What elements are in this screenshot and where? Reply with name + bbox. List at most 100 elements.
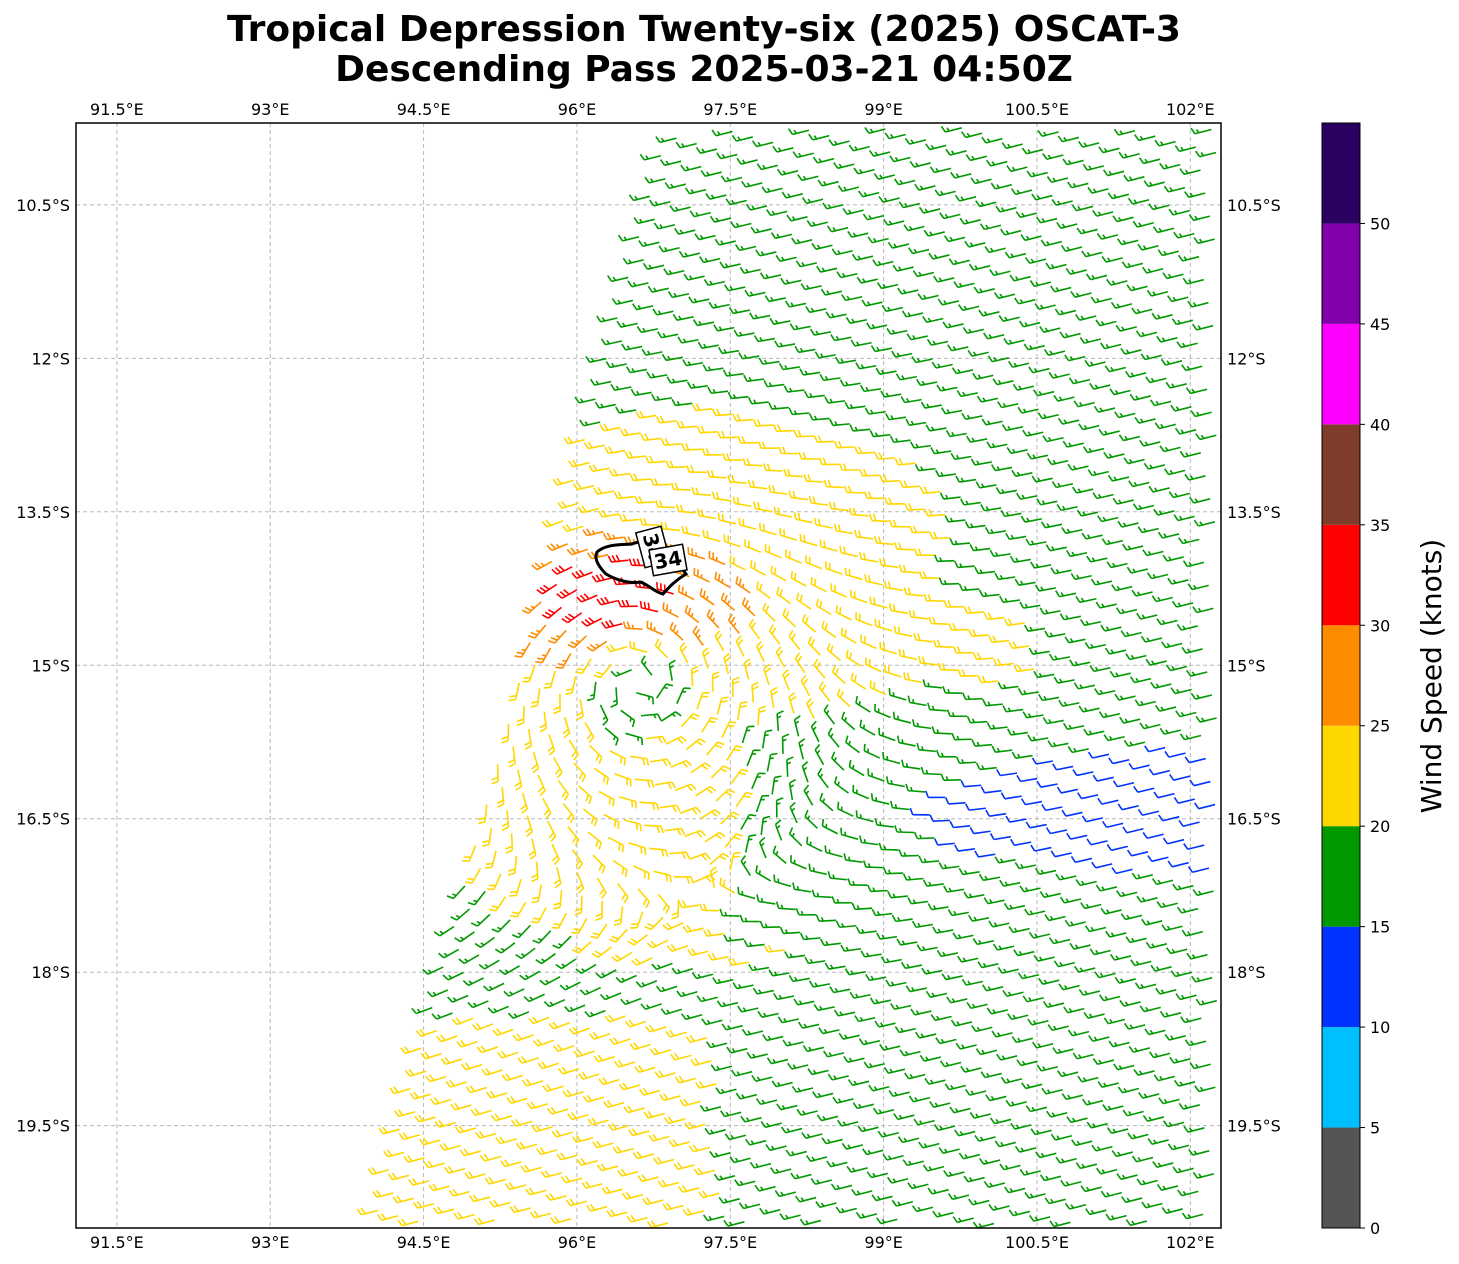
wind-barb [1047, 740, 1069, 748]
wind-barb [1102, 1104, 1124, 1112]
wind-barb [1052, 1047, 1074, 1055]
wind-barb [563, 436, 585, 445]
wind-barb [834, 523, 854, 535]
wind-barb [984, 246, 1006, 254]
wind-barb [737, 1005, 759, 1013]
wind-barb [490, 1113, 513, 1122]
wind-barb [578, 1071, 600, 1080]
wind-barb [1151, 878, 1174, 886]
wind-barb [1126, 284, 1148, 292]
wind-barb [972, 372, 994, 380]
wind-barb [992, 378, 1014, 386]
wind-barb [503, 988, 525, 997]
wind-barb [1098, 146, 1120, 154]
wind-barb [874, 703, 891, 719]
wind-barb [1145, 376, 1167, 384]
wind-barb [504, 1182, 527, 1191]
wind-barb [593, 487, 615, 495]
wind-barb [588, 464, 610, 473]
wind-barb [620, 709, 636, 728]
wind-barb [879, 474, 900, 483]
wind-barb [1035, 216, 1058, 224]
wind-barb [691, 403, 713, 412]
wind-barb [1078, 705, 1100, 713]
wind-barb [746, 1051, 768, 1059]
wind-barb [1092, 1058, 1115, 1066]
wind-barb [1089, 665, 1111, 673]
wind-barb [567, 1112, 589, 1121]
wind-barb [1111, 867, 1133, 875]
wind-barb [1178, 1102, 1200, 1110]
wind-barb [1031, 757, 1053, 765]
wind-barb [709, 1150, 731, 1158]
wind-barb [727, 957, 750, 966]
wind-barb [867, 884, 888, 893]
wind-barb [828, 139, 850, 147]
colorbar-tick-label: 30 [1370, 616, 1390, 635]
wind-barb [871, 908, 893, 917]
wind-barb [1067, 463, 1089, 471]
wind-barb [908, 609, 929, 620]
wind-barb [1187, 866, 1210, 874]
wind-barb [845, 649, 862, 667]
wind-barb [1103, 451, 1125, 459]
wind-barb [394, 1109, 416, 1118]
wind-barb [593, 663, 612, 679]
wind-barb [557, 780, 570, 801]
wind-barb [684, 605, 700, 624]
wind-barb [829, 418, 850, 427]
wind-barb [530, 688, 541, 708]
wind-barb [555, 958, 577, 970]
wind-barb [695, 147, 718, 154]
wind-barb [776, 710, 784, 731]
wind-barb [974, 850, 996, 858]
wind-barb [954, 844, 976, 852]
wind-barb [1151, 312, 1173, 320]
wind-barb [914, 183, 936, 191]
wind-barb [1062, 440, 1084, 448]
wind-barb [904, 503, 925, 511]
wind-barb [519, 970, 541, 981]
wind-barb [969, 1111, 991, 1119]
wind-barb [646, 1220, 669, 1229]
wind-barb [787, 128, 810, 136]
wind-barb [959, 498, 981, 506]
wind-barb [801, 761, 809, 783]
wind-barb [751, 772, 766, 790]
wind-barb [702, 529, 721, 543]
wind-barb [1163, 1120, 1185, 1128]
wind-barb [639, 153, 662, 161]
wind-barb [447, 994, 469, 1003]
wind-barb [677, 584, 695, 601]
wind-barb [1020, 515, 1042, 523]
wind-barb [1170, 404, 1192, 412]
lon-tick-label-bottom: 96°E [558, 1233, 596, 1252]
wind-barb [869, 596, 888, 609]
wind-barb [1005, 532, 1027, 541]
wind-barb [604, 1014, 626, 1023]
wind-barb [950, 452, 972, 461]
wind-barb [439, 1142, 461, 1151]
wind-barb [860, 950, 882, 958]
wind-barb [1051, 199, 1073, 206]
lon-tick-label-top: 93°E [251, 100, 289, 119]
wind-barb [713, 324, 735, 332]
wind-barb [1161, 1207, 1183, 1214]
wind-barb [931, 726, 952, 735]
wind-barb [741, 180, 763, 188]
wind-barb [755, 1098, 778, 1106]
wind-barb [1184, 756, 1206, 764]
wind-barb [1041, 1087, 1063, 1095]
wind-barb [1042, 153, 1064, 160]
wind-barb [848, 759, 865, 777]
wind-barb [636, 691, 655, 705]
wind-barb [773, 874, 792, 888]
wind-barb [583, 441, 606, 450]
wind-barb [1107, 474, 1130, 482]
wind-barb [1094, 971, 1116, 979]
wind-barb [1114, 693, 1136, 701]
wind-barb [1019, 885, 1041, 893]
wind-barb [1001, 142, 1023, 150]
wind-barb [927, 702, 947, 712]
wind-barb [944, 797, 966, 805]
